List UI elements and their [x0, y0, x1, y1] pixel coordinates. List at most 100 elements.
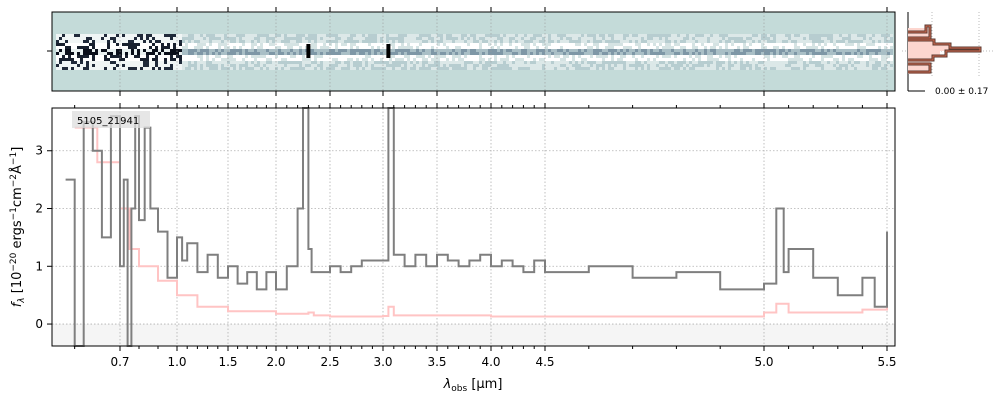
2d-spectrum-pixel — [410, 52, 413, 55]
2d-spectrum-pixel — [248, 52, 251, 55]
2d-spectrum-pixel — [314, 61, 317, 64]
2d-spectrum-pixel — [599, 46, 602, 49]
2d-spectrum-pixel — [326, 52, 329, 55]
2d-spectrum-pixel — [701, 34, 704, 37]
2d-spectrum-pixel — [236, 64, 239, 67]
2d-spectrum-pixel — [350, 61, 353, 64]
2d-spectrum-pixel — [197, 64, 200, 67]
2d-spectrum-pixel — [500, 67, 503, 70]
2d-spectrum-pixel — [728, 34, 731, 37]
2d-spectrum-pixel — [299, 64, 302, 67]
2d-spectrum-pixel — [389, 67, 392, 70]
2d-spectrum-pixel — [689, 64, 692, 67]
2d-spectrum-pixel — [308, 40, 311, 43]
2d-spectrum-pixel — [794, 34, 797, 37]
2d-spectrum-pixel — [887, 61, 890, 64]
2d-spectrum-pixel — [764, 52, 767, 55]
2d-spectrum-pixel — [845, 40, 848, 43]
2d-spectrum-pixel — [668, 64, 671, 67]
2d-spectrum-pixel — [227, 46, 230, 49]
2d-spectrum-pixel — [659, 67, 662, 70]
2d-spectrum-pixel — [410, 58, 413, 61]
2d-spectrum-pixel — [446, 40, 449, 43]
2d-spectrum-pixel — [152, 40, 155, 43]
2d-spectrum-pixel — [65, 58, 68, 61]
2d-spectrum-pixel — [269, 40, 272, 43]
2d-spectrum-pixel — [533, 61, 536, 64]
2d-spectrum-pixel — [461, 61, 464, 64]
2d-spectrum-pixel — [164, 43, 167, 46]
2d-spectrum-pixel — [398, 40, 401, 43]
2d-spectrum-pixel — [392, 67, 395, 70]
2d-spectrum-pixel — [251, 67, 254, 70]
2d-spectrum-pixel — [677, 37, 680, 40]
2d-spectrum-pixel — [722, 58, 725, 61]
2d-spectrum-pixel — [458, 61, 461, 64]
2d-spectrum-pixel — [515, 49, 518, 52]
2d-spectrum-pixel — [62, 61, 65, 64]
2d-spectrum-pixel — [368, 46, 371, 49]
2d-spectrum-pixel — [740, 52, 743, 55]
2d-spectrum-pixel — [800, 49, 803, 52]
2d-spectrum-pixel — [341, 40, 344, 43]
2d-spectrum-pixel — [242, 64, 245, 67]
2d-spectrum-pixel — [404, 61, 407, 64]
2d-spectrum-pixel — [758, 46, 761, 49]
2d-spectrum-pixel — [479, 58, 482, 61]
2d-spectrum-pixel — [149, 43, 152, 46]
2d-spectrum-pixel — [740, 49, 743, 52]
2d-spectrum-pixel — [89, 61, 92, 64]
2d-spectrum-pixel — [704, 58, 707, 61]
2d-spectrum-pixel — [167, 43, 170, 46]
2d-spectrum-pixel — [254, 67, 257, 70]
2d-spectrum-pixel — [416, 34, 419, 37]
2d-spectrum-pixel — [722, 55, 725, 58]
2d-spectrum-pixel — [752, 37, 755, 40]
2d-spectrum-pixel — [500, 34, 503, 37]
2d-spectrum-pixel — [158, 61, 161, 64]
2d-spectrum-pixel — [89, 67, 92, 70]
2d-spectrum-pixel — [731, 46, 734, 49]
2d-spectrum-pixel — [347, 49, 350, 52]
2d-spectrum-pixel — [434, 40, 437, 43]
2d-spectrum-pixel — [668, 40, 671, 43]
2d-spectrum-pixel — [416, 40, 419, 43]
2d-spectrum-pixel — [620, 49, 623, 52]
2d-spectrum-pixel — [509, 64, 512, 67]
2d-spectrum-pixel — [671, 40, 674, 43]
2d-spectrum-pixel — [608, 46, 611, 49]
2d-spectrum-pixel — [731, 64, 734, 67]
2d-spectrum-pixel — [158, 52, 161, 55]
2d-spectrum-pixel — [518, 37, 521, 40]
2d-spectrum-pixel — [410, 37, 413, 40]
2d-spectrum-pixel — [62, 37, 65, 40]
2d-spectrum-pixel — [875, 43, 878, 46]
2d-spectrum-pixel — [530, 34, 533, 37]
2d-spectrum-pixel — [101, 43, 104, 46]
2d-spectrum-pixel — [776, 55, 779, 58]
2d-spectrum-pixel — [644, 67, 647, 70]
2d-spectrum-pixel — [134, 55, 137, 58]
2d-spectrum-pixel — [794, 43, 797, 46]
2d-spectrum-pixel — [848, 46, 851, 49]
2d-spectrum-pixel — [179, 49, 182, 52]
2d-spectrum-pixel — [773, 61, 776, 64]
2d-spectrum-pixel — [671, 52, 674, 55]
2d-spectrum-pixel — [884, 40, 887, 43]
2d-spectrum-pixel — [689, 61, 692, 64]
2d-spectrum-pixel — [377, 40, 380, 43]
2d-spectrum-pixel — [818, 58, 821, 61]
2d-spectrum-pixel — [635, 34, 638, 37]
2d-spectrum-pixel — [200, 52, 203, 55]
2d-spectrum-pixel — [710, 64, 713, 67]
2d-spectrum-pixel — [293, 37, 296, 40]
2d-spectrum-pixel — [617, 64, 620, 67]
2d-spectrum-pixel — [350, 46, 353, 49]
2d-spectrum-pixel — [821, 55, 824, 58]
2d-spectrum-pixel — [671, 64, 674, 67]
2d-spectrum-pixel — [857, 58, 860, 61]
2d-spectrum-pixel — [836, 37, 839, 40]
2d-spectrum-pixel — [56, 58, 59, 61]
2d-spectrum-pixel — [752, 64, 755, 67]
2d-spectrum-pixel — [779, 43, 782, 46]
